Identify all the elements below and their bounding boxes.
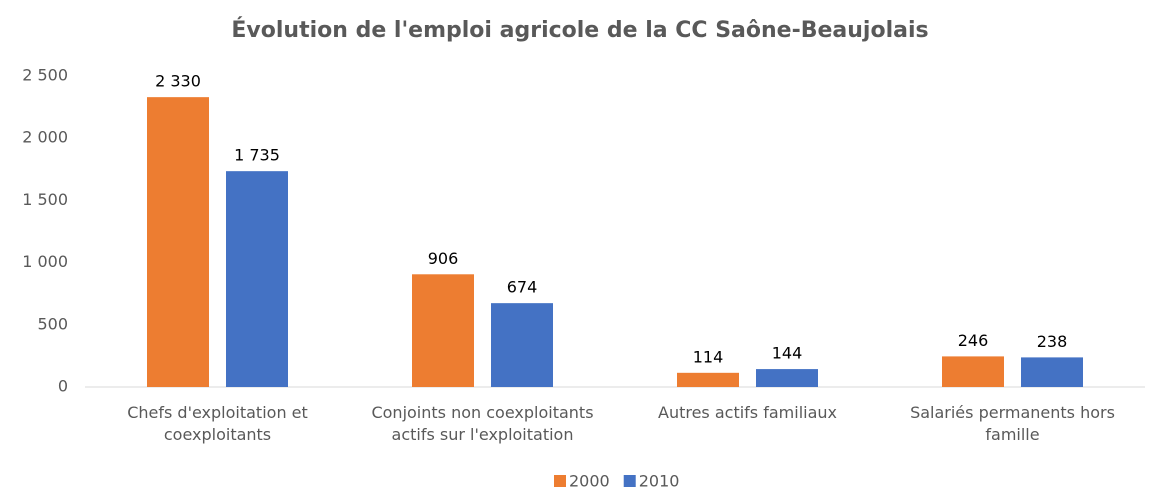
data-label: 238: [1037, 332, 1068, 351]
bar: [942, 356, 1004, 387]
legend-label: 2000: [569, 472, 610, 490]
data-label: 674: [507, 278, 538, 297]
x-tick-label: Salariés permanents hors famille: [910, 403, 1115, 444]
legend-swatch: [554, 475, 566, 487]
chart-title: Évolution de l'emploi agricole de la CC …: [231, 17, 928, 43]
data-label: 246: [958, 331, 989, 350]
bar: [147, 97, 209, 387]
bar: [1021, 357, 1083, 387]
x-tick-label: Conjoints non coexploitants actifs sur l…: [371, 403, 594, 444]
data-label: 1 735: [234, 146, 280, 165]
y-tick-label: 0: [58, 377, 68, 396]
y-tick-label: 1 500: [22, 190, 68, 209]
bar: [491, 303, 553, 387]
y-tick-label: 500: [37, 314, 68, 333]
y-tick-label: 2 000: [22, 128, 68, 147]
data-label: 114: [693, 347, 724, 366]
bar: [677, 372, 739, 387]
bar: [756, 369, 818, 387]
bar: [226, 171, 288, 387]
bar: [412, 274, 474, 387]
y-tick-label: 2 500: [22, 66, 68, 85]
data-label: 2 330: [155, 72, 201, 91]
data-label: 144: [772, 344, 803, 363]
y-tick-label: 1 000: [22, 252, 68, 271]
legend-swatch: [623, 475, 636, 487]
data-label: 906: [428, 249, 459, 268]
x-tick-label: Autres actifs familiaux: [658, 403, 837, 422]
legend-label: 2010: [639, 472, 680, 490]
x-tick-label: Chefs d'exploitation et coexploitants: [127, 403, 308, 444]
